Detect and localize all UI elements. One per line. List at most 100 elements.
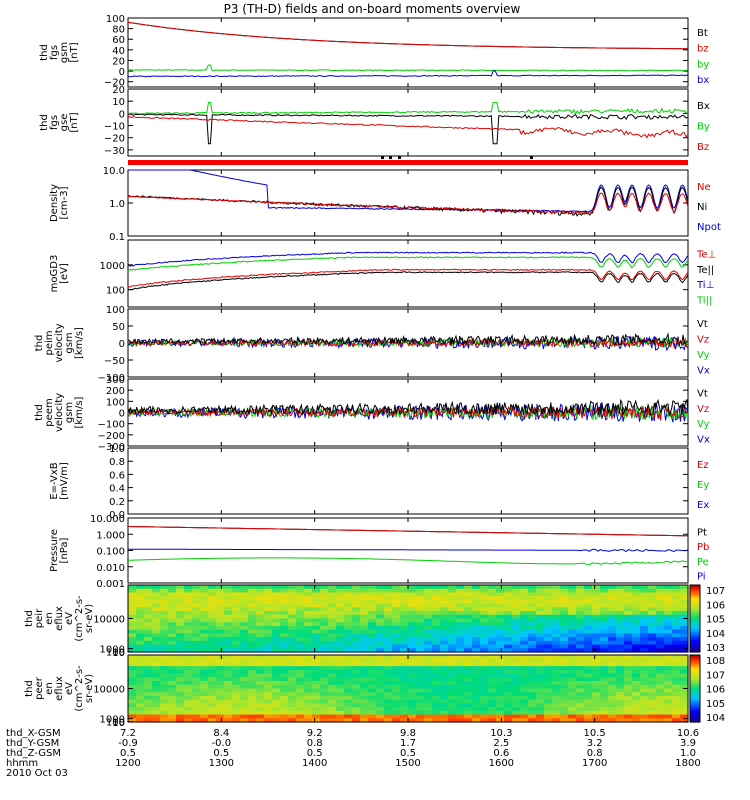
heatmap-cell <box>264 681 273 686</box>
heatmap-cell <box>152 640 161 646</box>
heatmap-cell <box>608 611 617 616</box>
heatmap-cell <box>368 666 377 671</box>
colorbar-cell <box>690 645 700 648</box>
heatmap-cell <box>144 681 153 686</box>
heatmap-cell <box>304 695 313 701</box>
heatmap-cell <box>200 669 209 675</box>
colorbar-frame <box>689 584 701 653</box>
heatmap-cell <box>224 666 233 671</box>
heatmap-cell <box>656 666 665 671</box>
heatmap-cell <box>512 684 521 690</box>
heatmap-cell <box>136 692 145 697</box>
series-temp-2 <box>127 268 689 288</box>
heatmap-cell <box>544 692 553 697</box>
heatmap-cell <box>424 699 433 704</box>
heatmap-cell <box>648 658 657 664</box>
heatmap-cell <box>616 692 625 697</box>
legend-entry: By <box>697 122 710 133</box>
heatmap-cell <box>440 655 449 660</box>
heatmap-cell <box>656 662 665 667</box>
heatmap-cell <box>560 592 569 597</box>
heatmap-cell <box>304 611 313 616</box>
heatmap-cell <box>248 618 257 623</box>
heatmap-cell <box>560 648 569 653</box>
heatmap-cell <box>416 599 425 605</box>
heatmap-cell <box>440 633 449 638</box>
heatmap-cell <box>296 611 305 616</box>
heatmap-cell <box>648 603 657 608</box>
heatmap-cell <box>640 607 649 612</box>
x-axis-value: 1400 <box>302 758 327 769</box>
heatmap-cell <box>456 625 465 631</box>
heatmap-cell <box>392 637 401 642</box>
heatmap-cell <box>304 677 313 682</box>
heatmap-cell <box>208 614 217 620</box>
heatmap-cell <box>680 681 689 686</box>
heatmap-cell <box>664 588 673 594</box>
heatmap-cell <box>448 607 457 612</box>
heatmap-cell <box>616 603 625 608</box>
heatmap-cell <box>312 618 321 623</box>
heatmap-cell <box>384 629 393 634</box>
heatmap-cell <box>512 640 521 646</box>
heatmap-cell <box>184 644 193 649</box>
heatmap-cell <box>608 673 617 678</box>
heatmap-cell <box>232 596 241 601</box>
heatmap-cell <box>368 707 377 712</box>
heatmap-cell <box>352 695 361 701</box>
heatmap-cell <box>576 588 585 594</box>
heatmap-cell <box>560 603 569 608</box>
legend-entry: Ne <box>697 182 711 193</box>
heatmap-cell <box>624 673 633 678</box>
heatmap-cell <box>240 644 249 649</box>
heatmap-cell <box>136 703 145 708</box>
heatmap-cell <box>176 677 185 682</box>
heatmap-cell <box>528 688 537 693</box>
heatmap-cell <box>648 707 657 712</box>
heatmap-cell <box>512 666 521 671</box>
heatmap-cell <box>384 622 393 627</box>
heatmap-cell <box>368 718 377 723</box>
heatmap-cell <box>664 677 673 682</box>
heatmap-cell <box>136 644 145 649</box>
heatmap-cell <box>208 699 217 704</box>
heatmap-cell <box>512 681 521 686</box>
colorbar-cell <box>690 608 700 611</box>
heatmap-cell <box>592 662 601 667</box>
heatmap-cell <box>232 684 241 690</box>
heatmap-cell <box>160 666 169 671</box>
heatmap-cell <box>560 677 569 682</box>
heatmap-cell <box>176 611 185 616</box>
heatmap-cell <box>368 658 377 664</box>
heatmap-cell <box>608 614 617 620</box>
heatmap-cell <box>424 703 433 708</box>
heatmap-cell <box>472 707 481 712</box>
heatmap-cell <box>168 707 177 712</box>
heatmap-cell <box>480 688 489 693</box>
heatmap-cell <box>536 658 545 664</box>
heatmap-cell <box>576 658 585 664</box>
heatmap-cell <box>432 677 441 682</box>
heatmap-cell <box>144 692 153 697</box>
colorbar-cell <box>690 625 700 628</box>
heatmap-cell <box>272 640 281 646</box>
heatmap-cell <box>600 592 609 597</box>
heatmap-cell <box>216 692 225 697</box>
heatmap-cell <box>248 625 257 631</box>
heatmap-cell <box>616 695 625 701</box>
heatmap-cell <box>424 618 433 623</box>
heatmap-cell <box>608 607 617 612</box>
heatmap-cell <box>512 692 521 697</box>
heatmap-cell <box>600 681 609 686</box>
heatmap-cell <box>152 611 161 616</box>
heatmap-cell <box>600 629 609 634</box>
heatmap-cell <box>568 710 577 716</box>
heatmap-cell <box>432 611 441 616</box>
heatmap-cell <box>536 695 545 701</box>
heatmap-cell <box>632 611 641 616</box>
heatmap-cell <box>480 637 489 642</box>
heatmap-cell <box>288 707 297 712</box>
heatmap-cell <box>584 692 593 697</box>
colorbar-label: 105 <box>706 699 725 710</box>
heatmap-cell <box>384 707 393 712</box>
